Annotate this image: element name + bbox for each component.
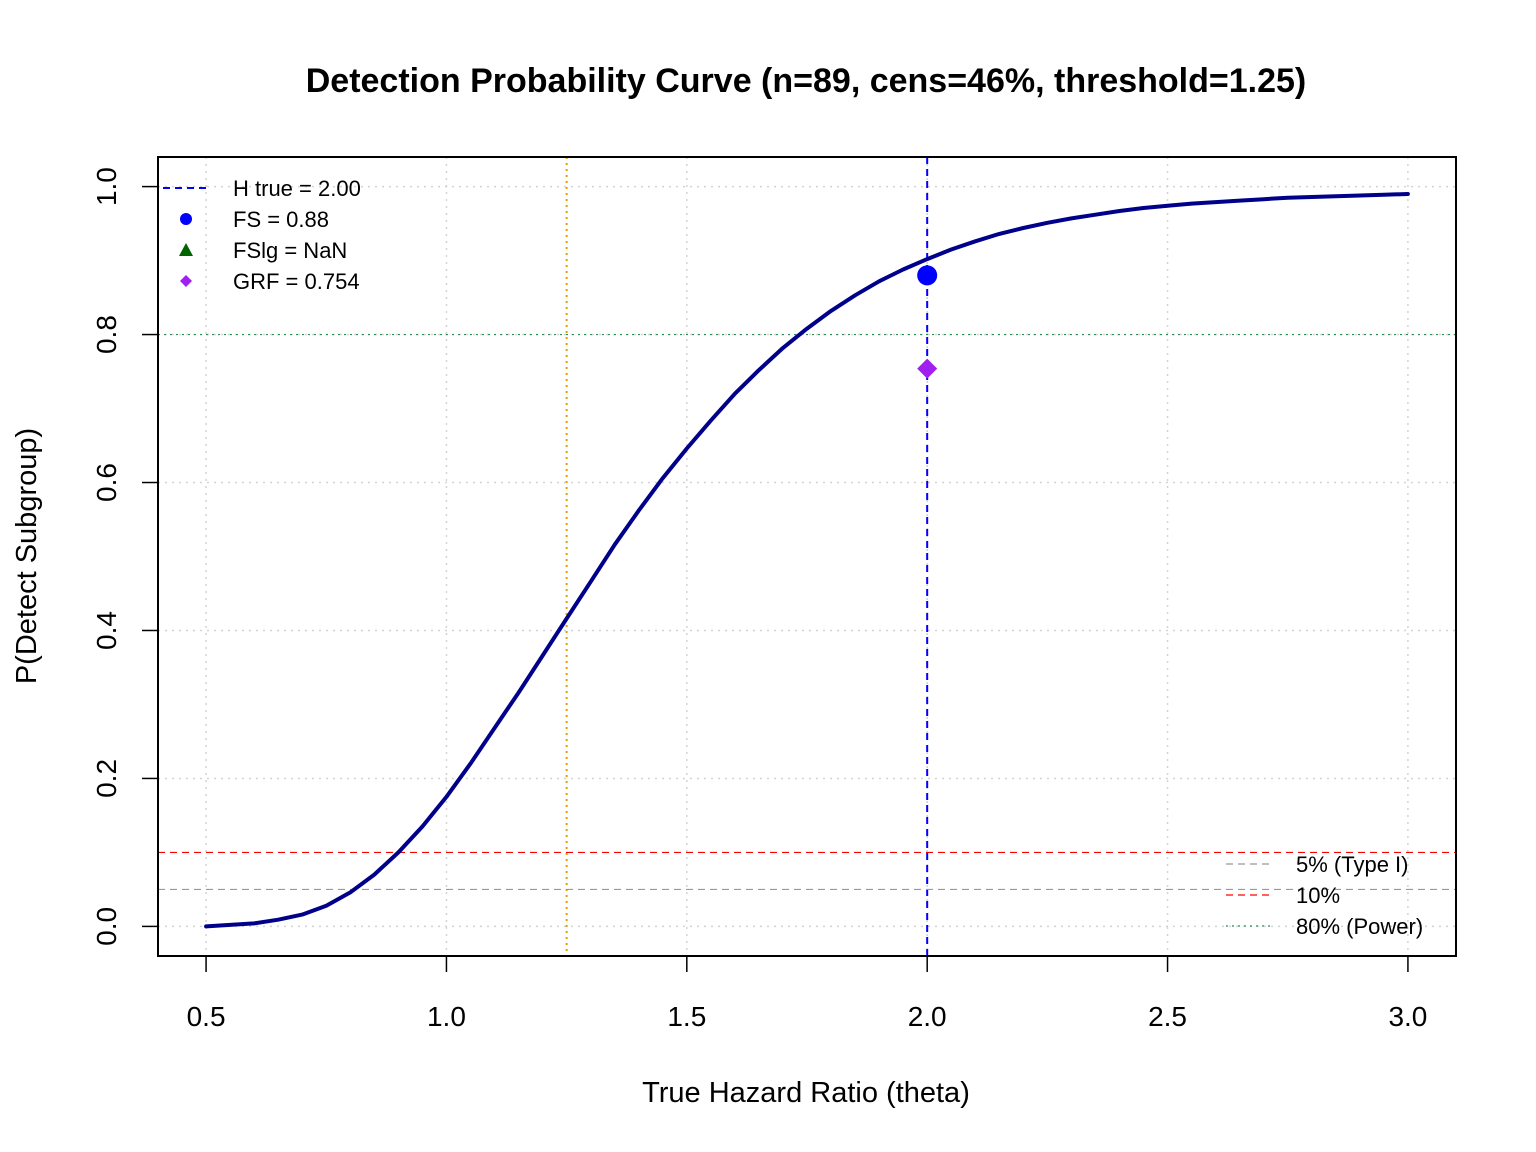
chart-title: Detection Probability Curve (n=89, cens=…	[306, 62, 1307, 100]
y-tick-label-5: 1.0	[91, 167, 122, 206]
legend-br-2-label: 80% (Power)	[1296, 914, 1423, 939]
series-layer	[204, 192, 1410, 929]
y-axis-label: P(Detect Subgroup)	[11, 428, 43, 684]
point-fs	[917, 265, 938, 286]
x-tick-label-1: 1.0	[427, 1001, 466, 1032]
x-tick-label-4: 2.5	[1148, 1001, 1187, 1032]
y-tick-label-3: 0.6	[91, 463, 122, 502]
y-axis: 0.0 0.2 0.4 0.6 0.8 1.0	[91, 167, 159, 946]
series-line-0	[204, 192, 1410, 929]
legend-tl-0-label: H true = 2.00	[233, 176, 361, 201]
x-tick-label-3: 2.0	[908, 1001, 947, 1032]
x-axis: 0.5 1.0 1.5 2.0 2.5 3.0	[187, 955, 1427, 1032]
x-tick-label-0: 0.5	[187, 1001, 226, 1032]
y-tick-label-1: 0.2	[91, 759, 122, 798]
legend-br-0-label: 5% (Type I)	[1296, 852, 1408, 877]
x-tick-label-5: 3.0	[1388, 1001, 1427, 1032]
legend-tl-3-symbol	[180, 275, 192, 287]
legend-tl-1-symbol	[180, 213, 192, 225]
y-tick-label-0: 0.0	[91, 907, 122, 946]
legend-br-1-label: 10%	[1296, 883, 1340, 908]
legend-tl-2-label: FSlg = NaN	[233, 238, 347, 263]
point-grf	[917, 358, 938, 379]
x-tick-label-2: 1.5	[667, 1001, 706, 1032]
points-layer	[917, 265, 938, 379]
legend-bottom-right: 5% (Type I) 10% 80% (Power)	[1226, 852, 1423, 939]
legend-tl-2-symbol	[179, 243, 193, 256]
reference-lines	[158, 157, 1456, 956]
y-tick-label-2: 0.4	[91, 611, 122, 650]
legend-tl-1-label: FS = 0.88	[233, 207, 329, 232]
legend-tl-3-label: GRF = 0.754	[233, 269, 360, 294]
x-axis-label: True Hazard Ratio (theta)	[642, 1077, 970, 1109]
legend-top-left: H true = 2.00 FS = 0.88 FSlg = NaN GRF = 0.…	[163, 176, 361, 294]
y-tick-label-4: 0.8	[91, 315, 122, 354]
